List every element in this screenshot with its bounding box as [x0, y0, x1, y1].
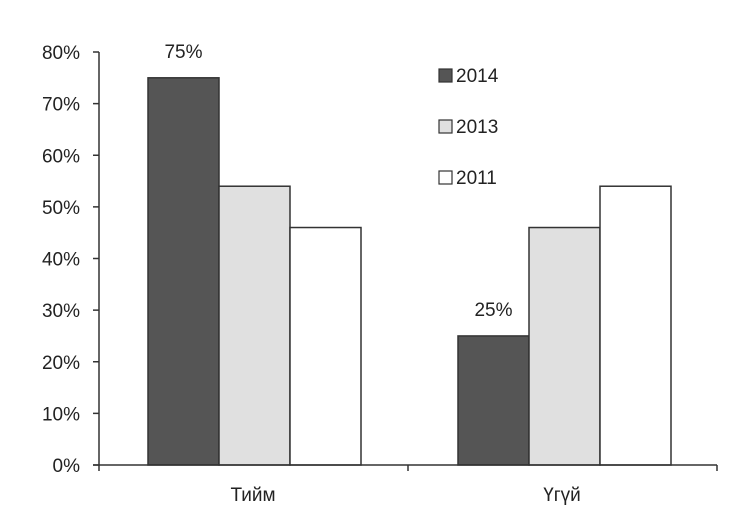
legend-label-2014: 2014: [456, 66, 499, 87]
bar-2011-0: [289, 226, 362, 466]
y-tick-label: 30%: [42, 301, 80, 322]
data-label: 25%: [474, 300, 512, 321]
axes-layer: 0% 10% 20% 30% 40% 50% 60% 70% 80%: [42, 43, 718, 477]
legend-swatch-2013: [438, 119, 453, 134]
x-category-label: Үгүй: [543, 485, 581, 506]
y-tick-label: 80%: [42, 43, 80, 64]
legend: 2014 2013 2011: [438, 66, 499, 189]
y-tick-label: 40%: [42, 250, 80, 271]
x-category-label: Тийм: [230, 485, 275, 506]
y-tick-label: 10%: [42, 404, 80, 425]
data-label: 75%: [164, 42, 202, 63]
bar-2013-0: [218, 185, 291, 466]
y-tick-label: 70%: [42, 95, 80, 116]
bar-2011-1: [599, 185, 672, 466]
y-tick-label: 20%: [42, 353, 80, 374]
bars-layer: [147, 77, 672, 466]
labels-layer: Тийм Үгүй 75% 25%: [164, 42, 580, 506]
bar-2013-1: [528, 226, 601, 466]
legend-swatch-2014: [438, 68, 453, 83]
legend-swatch-2011: [438, 170, 453, 185]
y-tick-label: 0%: [53, 456, 81, 477]
bar-2014-0: [147, 77, 220, 466]
bar-2014-1: [457, 335, 530, 466]
legend-label-2013: 2013: [456, 117, 498, 138]
y-tick-label: 60%: [42, 146, 80, 167]
legend-label-2011: 2011: [456, 168, 497, 189]
y-tick-label: 50%: [42, 198, 80, 219]
